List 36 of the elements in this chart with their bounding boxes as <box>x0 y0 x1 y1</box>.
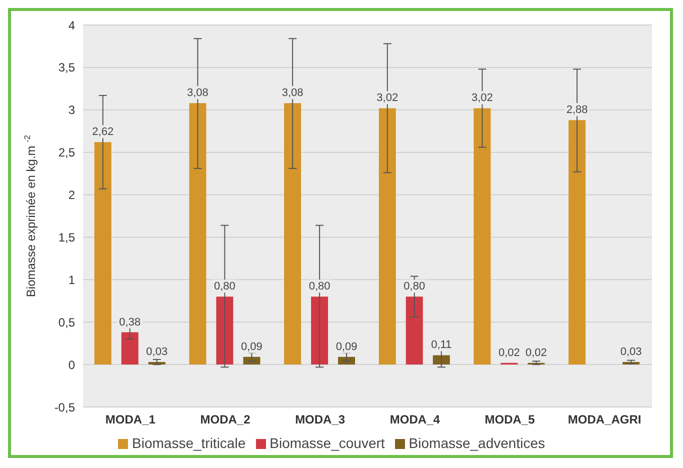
y-tick-label: 0 <box>68 358 76 372</box>
y-tick-label: 1 <box>68 272 76 287</box>
y-tick-label: 0,5 <box>58 315 76 330</box>
x-tick-label: MODA_5 <box>484 412 536 427</box>
data-label: 2,62 <box>92 126 114 138</box>
y-tick-label: 1,5 <box>58 230 76 244</box>
x-tick-label: MODA_AGRI <box>568 412 642 427</box>
x-tick-label: MODA_1 <box>105 412 156 427</box>
legend-label: Biomasse_adventices <box>408 435 545 451</box>
data-label: 0,38 <box>119 316 141 328</box>
legend-label: Biomasse_triticale <box>132 435 246 451</box>
x-tick-label: MODA_2 <box>200 412 251 427</box>
data-label: 0,03 <box>146 346 168 358</box>
y-tick-label: 3 <box>68 103 76 118</box>
data-label: 0,02 <box>498 346 520 359</box>
data-label: 3,08 <box>187 87 208 100</box>
y-tick-label: 2,5 <box>58 146 76 160</box>
data-label: 3,08 <box>282 87 304 100</box>
y-tick-label: 3,5 <box>58 60 76 75</box>
data-label: 0,09 <box>241 340 262 353</box>
data-label: 2,88 <box>566 104 588 116</box>
data-label: 0,80 <box>404 280 426 293</box>
x-tick-label: MODA_3 <box>295 412 346 427</box>
data-label: 0,09 <box>336 340 358 353</box>
data-label: 3,02 <box>376 92 398 104</box>
y-tick-label: -0,5 <box>54 400 76 414</box>
x-tick-label: MODA_4 <box>390 412 440 427</box>
data-label: 0,02 <box>526 346 547 359</box>
data-label: 0,80 <box>308 280 330 293</box>
data-label: 0,80 <box>214 280 236 293</box>
y-tick-label: 2 <box>68 188 76 202</box>
y-tick-label: 4 <box>68 18 76 32</box>
data-label: 0,03 <box>620 346 642 358</box>
data-label: 3,02 <box>472 92 493 104</box>
legend-label: Biomasse_couvert <box>270 435 385 451</box>
data-label: 0,11 <box>431 339 452 352</box>
